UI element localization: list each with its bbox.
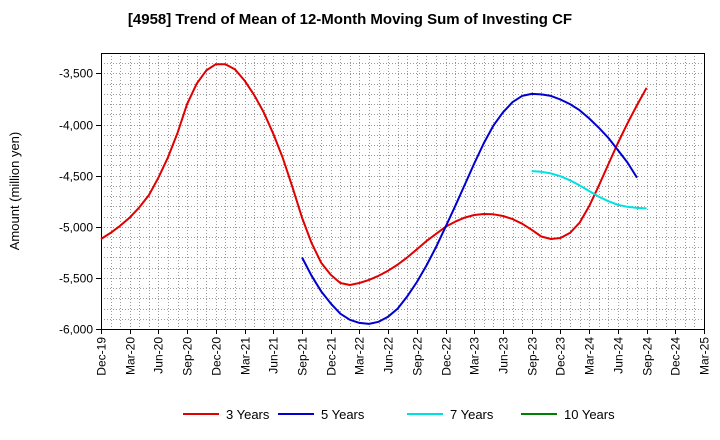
series-line-5-years (301, 92, 638, 325)
y-tick-label: -4,000 (59, 119, 93, 133)
x-tick-label: Dec-21 (325, 337, 339, 376)
y-tick-label: -4,500 (59, 170, 93, 184)
x-tick-label: Mar-23 (468, 337, 482, 375)
x-tick-label: Sep-22 (411, 337, 425, 376)
x-tick-label: Mar-21 (239, 337, 253, 375)
x-tick-label: Jun-20 (152, 337, 166, 374)
series-line-7-years (531, 170, 647, 210)
x-tick-label: Mar-22 (353, 337, 367, 375)
series-lines (100, 63, 648, 325)
y-tick-label: -6,000 (59, 323, 93, 337)
grid-lines (101, 53, 704, 329)
y-tick-label: -5,500 (59, 272, 93, 286)
x-tick-label: Jun-24 (612, 337, 626, 374)
x-tick-label: Sep-20 (181, 337, 195, 376)
x-tick-label: Dec-23 (554, 337, 568, 376)
legend: 3 Years 5 Years 7 Years 10 Years (183, 407, 615, 422)
x-tick-label: Dec-20 (210, 337, 224, 376)
legend-label: 3 Years (226, 407, 270, 422)
series-line-3-years (100, 63, 648, 286)
x-tick-label: Dec-22 (440, 337, 454, 376)
chart-title: [4958] Trend of Mean of 12-Month Moving … (128, 11, 572, 28)
x-axis-ticks: Dec-19 Mar-20 Jun-20 Sep-20 Dec-20 Mar-21 Jun-… (95, 329, 712, 376)
x-tick-label: Jun-23 (497, 337, 511, 374)
y-axis-ticks: -3,500 -4,000 -4,500 -5,000 -5,500 -6,000 (59, 67, 101, 337)
x-tick-label: Dec-19 (95, 337, 109, 376)
legend-label: 10 Years (564, 407, 615, 422)
y-tick-label: -5,000 (59, 221, 93, 235)
legend-label: 7 Years (450, 407, 494, 422)
x-tick-label: Jun-22 (382, 337, 396, 374)
x-tick-label: Mar-20 (124, 337, 138, 375)
x-tick-label: Mar-25 (698, 337, 712, 375)
x-tick-label: Sep-24 (641, 337, 655, 376)
x-tick-label: Jun-21 (267, 337, 281, 374)
x-tick-label: Dec-24 (669, 337, 683, 376)
plot-frame (101, 53, 705, 330)
y-axis-label: Amount (million yen) (7, 132, 22, 251)
legend-label: 5 Years (321, 407, 365, 422)
x-tick-label: Mar-24 (583, 337, 597, 375)
x-tick-label: Sep-21 (296, 337, 310, 376)
y-tick-label: -3,500 (59, 67, 93, 81)
x-tick-label: Sep-23 (526, 337, 540, 376)
